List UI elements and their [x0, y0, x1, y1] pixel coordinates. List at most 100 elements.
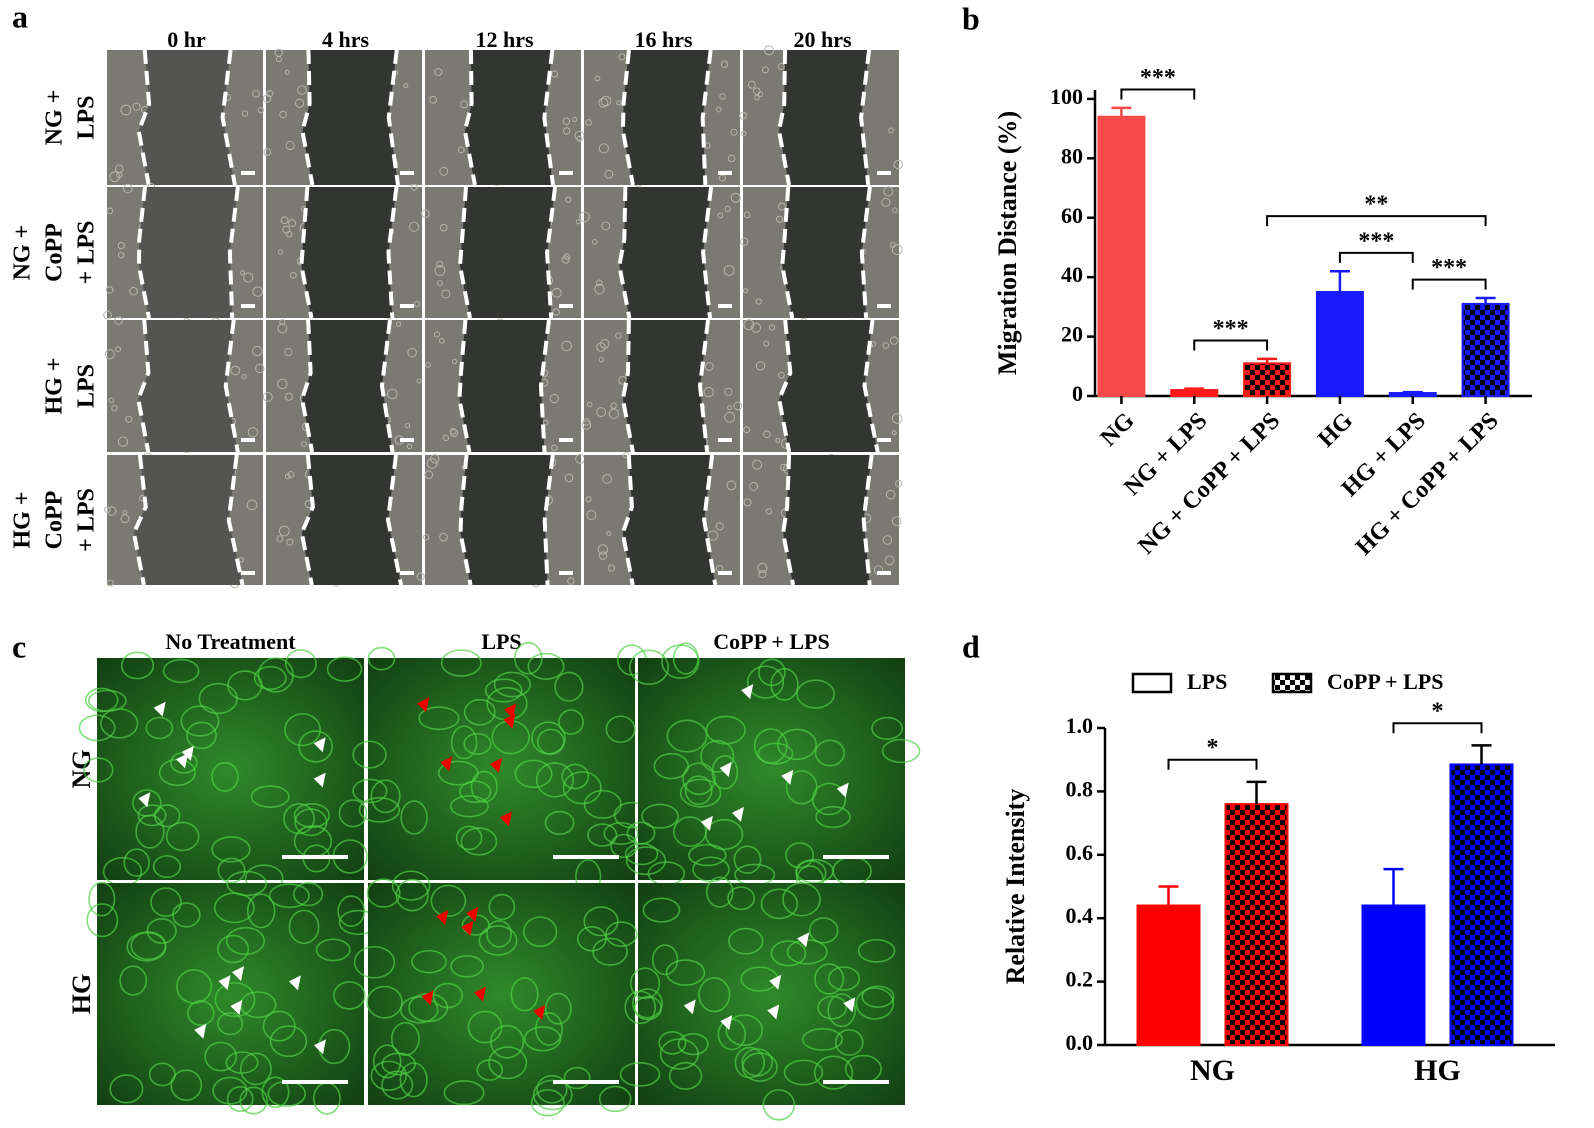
- cell: [416, 572, 425, 581]
- cell-membrane: [666, 719, 708, 753]
- row-label: CoPP: [42, 223, 68, 282]
- cell-membrane: [705, 876, 734, 908]
- cell: [586, 510, 597, 521]
- scratch-gap: [302, 50, 398, 185]
- cell: [764, 45, 775, 56]
- wound-edge: [385, 454, 404, 586]
- bar: [1136, 904, 1201, 1047]
- scale-bar: [718, 304, 732, 308]
- cell: [429, 95, 437, 104]
- scale-bar: [282, 855, 348, 859]
- cell: [703, 386, 714, 398]
- wound-edge: [859, 186, 872, 319]
- cell-membrane: [367, 646, 396, 671]
- cell: [297, 85, 307, 95]
- bar: [1361, 904, 1426, 1047]
- y-tick-label: 60: [1061, 203, 1083, 228]
- cell: [275, 56, 282, 63]
- wound-edge: [859, 49, 872, 186]
- cell-membrane: [315, 938, 351, 962]
- cell-membrane: [814, 963, 845, 995]
- cell: [602, 474, 612, 484]
- cell: [743, 498, 752, 507]
- wound-edge: [700, 49, 713, 186]
- cell: [424, 470, 434, 479]
- cell-membrane: [470, 770, 498, 803]
- cell-membrane: [212, 1076, 248, 1105]
- cell: [775, 215, 784, 223]
- wound-edge: [136, 49, 152, 186]
- cell: [104, 349, 115, 360]
- cell-membrane: [150, 887, 182, 917]
- cell-membrane: [717, 1018, 747, 1051]
- cell-membrane: [535, 762, 574, 798]
- cell-membrane: [268, 883, 310, 909]
- wound-edge: [136, 319, 151, 453]
- cell: [594, 75, 601, 82]
- cell-membrane: [338, 799, 368, 828]
- y-tick-label: 0: [1072, 381, 1083, 406]
- arrowhead: [797, 932, 810, 948]
- cell-membrane: [493, 671, 531, 698]
- cell: [301, 441, 307, 448]
- cell-membrane: [180, 705, 220, 737]
- cell-membrane: [801, 1028, 844, 1051]
- cell-membrane: [544, 810, 575, 835]
- wound-edge: [226, 454, 245, 586]
- row-label: HG +: [10, 491, 36, 548]
- cell-membrane: [476, 1059, 504, 1081]
- cell-membrane: [535, 1012, 563, 1046]
- cell: [581, 420, 592, 430]
- cell: [610, 402, 617, 409]
- cell-membrane: [624, 842, 659, 866]
- cell-membrane: [813, 1055, 854, 1090]
- scratch-gap: [779, 320, 878, 452]
- cell: [117, 241, 125, 250]
- panel-label: a: [12, 0, 28, 34]
- cell-membrane: [119, 965, 148, 996]
- cell: [438, 338, 445, 344]
- cell: [403, 83, 409, 89]
- cell: [723, 265, 735, 276]
- cell: [891, 244, 903, 256]
- cell-membrane: [239, 1052, 272, 1086]
- cell: [542, 419, 549, 426]
- cell: [716, 106, 722, 113]
- cell-membrane: [733, 845, 762, 874]
- cell: [565, 196, 572, 203]
- cell-membrane: [261, 1076, 290, 1108]
- cell: [618, 375, 628, 385]
- wound-edge: [545, 186, 558, 319]
- arrowhead: [313, 772, 326, 788]
- cell: [743, 426, 751, 434]
- arrowhead: [417, 697, 430, 713]
- cell: [247, 427, 259, 438]
- cell-membrane: [523, 1026, 562, 1052]
- column-label: 16 hrs: [634, 27, 693, 52]
- cell-membrane: [758, 658, 786, 687]
- cell: [252, 286, 263, 297]
- cell: [600, 95, 612, 107]
- cell-membrane: [698, 977, 731, 1013]
- cell: [775, 437, 781, 443]
- cell: [406, 443, 413, 450]
- arrowhead: [436, 910, 449, 926]
- cell-membrane: [460, 827, 498, 856]
- cell-membrane: [450, 725, 478, 760]
- significance-bracket: [1338, 251, 1414, 263]
- wound-edge: [386, 49, 400, 186]
- cell-membrane: [486, 919, 512, 948]
- cell-membrane: [293, 802, 330, 829]
- wound-edge: [542, 49, 555, 186]
- scratch-gap: [783, 455, 872, 585]
- cell-membrane: [153, 804, 181, 828]
- cell: [726, 480, 737, 491]
- cell: [410, 183, 418, 191]
- cell: [551, 444, 558, 452]
- cell-membrane: [145, 716, 174, 740]
- significance-label: ***: [1213, 316, 1249, 342]
- wound-edge: [701, 186, 714, 319]
- bar: [1170, 389, 1219, 398]
- cell: [574, 130, 585, 141]
- arrowhead: [153, 701, 166, 717]
